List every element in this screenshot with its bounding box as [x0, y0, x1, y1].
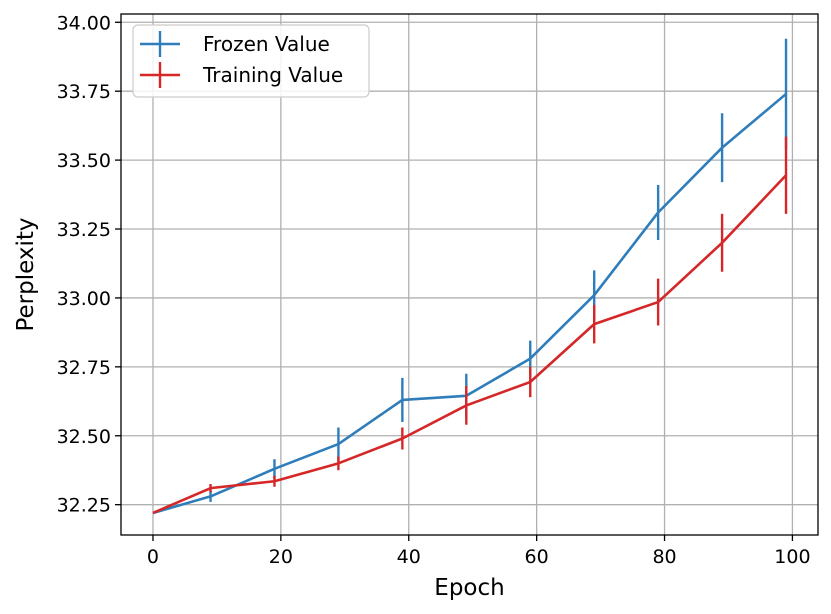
x-tick-label: 40: [397, 546, 421, 568]
ticks: 0 20 40 60 80 100 32.25 32.50 32.75 33.00 33.25 33.…: [57, 12, 811, 568]
x-tick-label: 100: [774, 546, 810, 568]
x-tick-label: 60: [525, 546, 549, 568]
legend-label: Frozen Value: [203, 32, 330, 56]
y-tick-label: 32.25: [57, 495, 111, 517]
y-tick-label: 32.50: [57, 426, 111, 448]
grid: [121, 14, 818, 535]
x-tick-label: 20: [269, 546, 293, 568]
legend-entry: Training Value: [140, 62, 343, 88]
legend-box: [132, 24, 370, 98]
x-tick-label: 80: [652, 546, 676, 568]
series-frozen-value: [152, 38, 788, 515]
y-tick-label: 33.00: [57, 288, 111, 310]
x-axis-label: Epoch: [434, 575, 504, 601]
x-tick-label: 0: [147, 546, 159, 568]
series-training-value: [152, 136, 788, 515]
legend: Frozen Value Training Value: [132, 24, 370, 98]
y-tick-label: 34.00: [57, 12, 111, 34]
y-tick-label: 33.25: [57, 219, 111, 241]
series-line: [152, 174, 787, 515]
y-tick-label: 32.75: [57, 357, 111, 379]
y-axis-label: Perplexity: [13, 217, 39, 331]
legend-label: Training Value: [202, 63, 343, 87]
y-tick-label: 33.75: [57, 81, 111, 103]
legend-entry: Frozen Value: [140, 31, 330, 57]
series-layer: [152, 38, 788, 515]
plot-frame: [120, 13, 819, 536]
y-tick-label: 33.50: [57, 150, 111, 172]
series-line: [152, 92, 787, 515]
